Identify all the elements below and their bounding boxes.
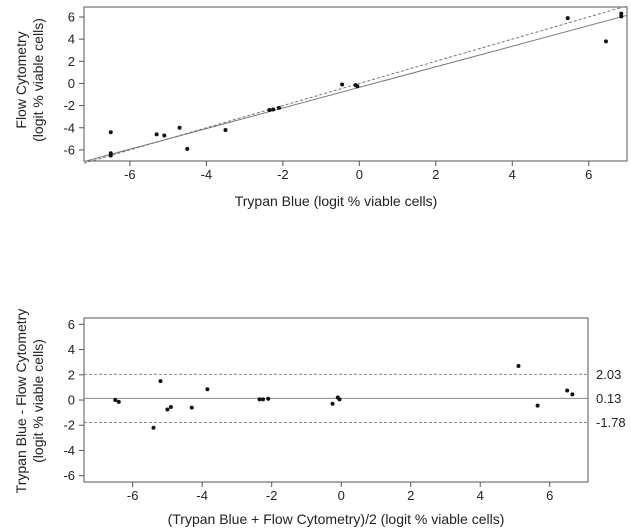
data-point xyxy=(277,105,282,110)
x-tick-label: -2 xyxy=(266,488,278,503)
data-point xyxy=(337,397,342,402)
y-tick-label: 4 xyxy=(68,342,75,357)
x-tick-label: 2 xyxy=(432,167,439,182)
data-point xyxy=(355,84,360,89)
data-point xyxy=(108,130,113,135)
data-point xyxy=(603,39,608,44)
data-point xyxy=(116,399,121,404)
x-tick-label: -2 xyxy=(277,167,289,182)
y-axis-ticks-bottom: -6 -4 -2 0 2 4 6 xyxy=(63,317,84,483)
data-point xyxy=(535,403,540,408)
reference-line-label: -1.78 xyxy=(596,415,626,430)
y-axis-label-top-line2: (logit % viable cells) xyxy=(30,18,46,142)
data-point xyxy=(330,401,335,406)
y-tick-label: 2 xyxy=(68,54,75,69)
plot-frame-bottom xyxy=(83,317,589,483)
data-point xyxy=(168,404,173,409)
x-tick-label: 0 xyxy=(338,488,345,503)
data-point xyxy=(154,132,159,137)
x-tick-label: 2 xyxy=(407,488,414,503)
data-point xyxy=(271,107,276,112)
data-point xyxy=(158,379,163,384)
y-axis-label-bottom-line2: (logit % viable cells) xyxy=(30,339,46,463)
x-axis-label-bottom: (Trypan Blue + Flow Cytometry)/2 (logit … xyxy=(168,511,505,527)
y-tick-label: 0 xyxy=(68,76,75,91)
x-tick-label: 0 xyxy=(356,167,363,182)
x-tick-label: 4 xyxy=(477,488,484,503)
reference-line-label: 2.03 xyxy=(596,367,621,382)
regression-line xyxy=(83,14,628,163)
plot-frame-top xyxy=(83,6,628,162)
data-point xyxy=(205,387,210,392)
y-tick-label: -4 xyxy=(63,443,75,458)
data-point xyxy=(267,108,272,113)
data-point xyxy=(516,363,521,368)
y-tick-label: -2 xyxy=(63,98,75,113)
y-tick-label: -2 xyxy=(63,418,75,433)
x-axis-ticks-top: -6 -4 -2 0 2 4 6 xyxy=(124,161,592,182)
data-point xyxy=(619,14,624,19)
x-tick-label: -4 xyxy=(196,488,208,503)
x-tick-label: -4 xyxy=(201,167,213,182)
y-tick-label: 6 xyxy=(68,317,75,332)
y-axis-ticks-top: -6 -4 -2 0 2 4 6 xyxy=(63,9,84,157)
data-point xyxy=(177,125,182,130)
y-tick-label: 2 xyxy=(68,367,75,382)
x-tick-label: -6 xyxy=(127,488,139,503)
x-tick-label: 6 xyxy=(585,167,592,182)
data-points-bottom xyxy=(113,363,575,430)
x-tick-label: 4 xyxy=(509,167,516,182)
data-point xyxy=(108,153,113,158)
reference-lines: 2.03 0.13 -1.78 xyxy=(84,367,626,430)
data-point xyxy=(565,388,570,393)
data-point xyxy=(619,11,624,16)
data-points-top xyxy=(108,11,624,158)
y-tick-label: -6 xyxy=(63,142,75,157)
bland-altman-plot: 2.03 0.13 -1.78 -6 -4 -2 0 2 4 6 -6 -4 -2 0 2 4 6 (Try… xyxy=(13,309,626,527)
y-axis-label-bottom-line1: Trypan Blue - Flow Cytometry xyxy=(13,309,29,494)
data-point xyxy=(189,405,194,410)
y-tick-label: 4 xyxy=(68,32,75,47)
data-point xyxy=(113,398,118,402)
data-point xyxy=(261,397,266,402)
data-point xyxy=(185,146,190,151)
data-point xyxy=(162,133,167,138)
data-point xyxy=(565,16,570,21)
x-tick-label: 6 xyxy=(546,488,553,503)
data-point xyxy=(151,425,156,430)
x-axis-ticks-bottom: -6 -4 -2 0 2 4 6 xyxy=(127,482,553,503)
data-point xyxy=(257,397,262,402)
scatter-plot-top: -6 -4 -2 0 2 4 6 -6 -4 -2 0 2 4 6 Trypan Blue (logit… xyxy=(13,5,628,209)
reference-line-label: 0.13 xyxy=(596,391,621,406)
y-tick-label: -4 xyxy=(63,120,75,135)
data-point xyxy=(570,392,575,397)
y-tick-label: 0 xyxy=(68,393,75,408)
x-tick-label: -6 xyxy=(124,167,136,182)
x-axis-label-top: Trypan Blue (logit % viable cells) xyxy=(235,193,438,209)
data-point xyxy=(340,82,345,87)
data-point xyxy=(165,407,170,412)
y-tick-label: 6 xyxy=(68,9,75,24)
y-axis-label-top-line1: Flow Cytometry xyxy=(13,31,29,128)
data-point xyxy=(266,396,271,401)
data-point xyxy=(223,127,228,132)
y-tick-label: -6 xyxy=(63,468,75,483)
